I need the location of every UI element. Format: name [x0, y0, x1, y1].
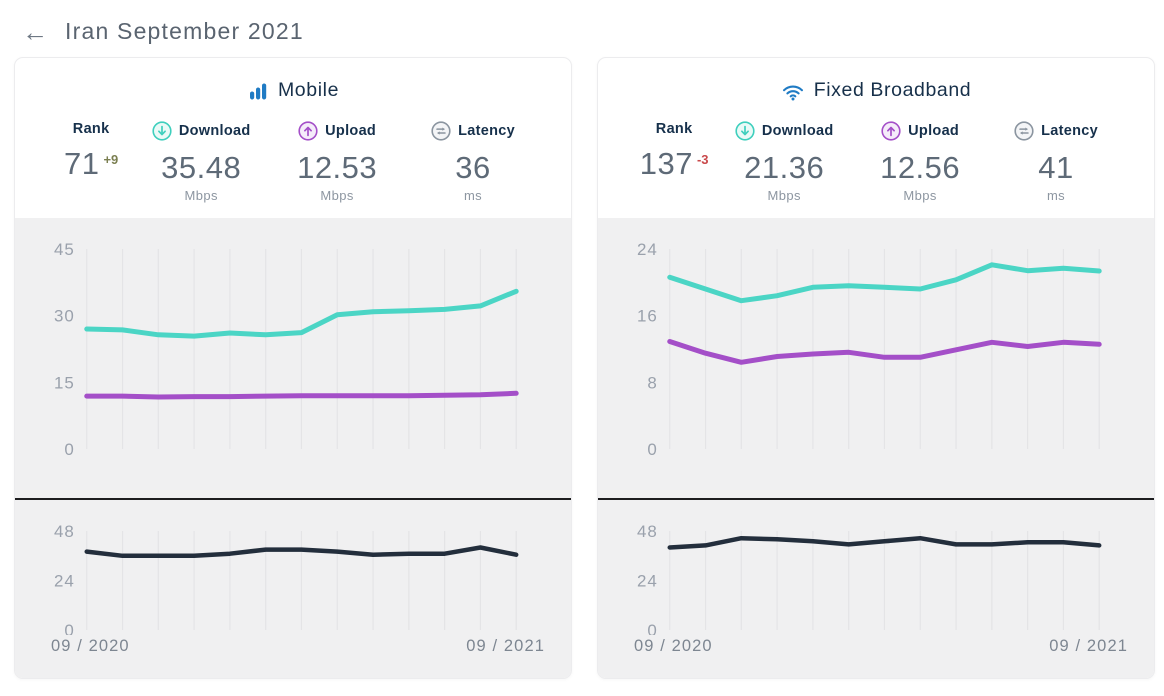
- svg-text:8: 8: [647, 373, 657, 392]
- svg-text:48: 48: [54, 522, 75, 541]
- svg-text:15: 15: [54, 373, 75, 392]
- mobile-charts: 0 15 30 45 0 24 48 09 / 2020 09 / 2021: [15, 218, 571, 678]
- x-axis-start-label: 09 / 2020: [634, 637, 713, 655]
- download-circle-icon: [735, 121, 755, 141]
- wifi-icon: [781, 80, 805, 102]
- rank-change-badge: -3: [696, 152, 709, 167]
- page-title: Iran September 2021: [65, 18, 304, 44]
- download-label: Download: [178, 123, 251, 139]
- latency-circle-icon: [1014, 121, 1034, 141]
- page-header: ← Iran September 2021: [0, 0, 1164, 57]
- mobile-card-title: Mobile: [277, 79, 340, 101]
- latency-value: 41: [1038, 150, 1074, 185]
- chart-divider: [598, 498, 1154, 500]
- download-value: 35.48: [161, 150, 242, 185]
- fixed-charts: 0 8 16 24 0 24 48 09 / 2020 09 / 2021: [598, 218, 1154, 678]
- rank-value: 137 -3: [639, 146, 709, 181]
- mobile-bars-icon: [247, 80, 269, 102]
- x-axis-end-label: 09 / 2021: [1049, 637, 1128, 655]
- latency-unit: ms: [1046, 188, 1066, 203]
- svg-text:24: 24: [637, 571, 658, 590]
- upload-label: Upload: [325, 123, 377, 139]
- rank-label: Rank: [655, 121, 693, 137]
- mobile-latency-stat: Latency 36 ms: [405, 121, 541, 203]
- download-label: Download: [761, 123, 834, 139]
- fixed-x-axis: 09 / 2020 09 / 2021: [598, 635, 1154, 678]
- fixed-upload-stat: Upload 12.56 Mbps: [852, 121, 988, 203]
- upload-value: 12.56: [880, 150, 961, 185]
- svg-text:24: 24: [637, 240, 658, 259]
- fixed-stats-row: Rank 137 -3 Download 21.36 Mbps: [598, 117, 1154, 203]
- svg-text:0: 0: [647, 440, 657, 459]
- latency-circle-icon: [431, 121, 451, 141]
- svg-text:0: 0: [64, 440, 74, 459]
- mobile-latency-chart[interactable]: 0 24 48: [15, 500, 571, 635]
- download-value: 21.36: [744, 150, 825, 185]
- mobile-download-stat: Download 35.48 Mbps: [133, 121, 269, 203]
- fixed-latency-stat: Latency 41 ms: [988, 121, 1124, 203]
- rank-label: Rank: [72, 121, 110, 137]
- download-circle-icon: [152, 121, 172, 141]
- rank-value: 71 +9: [63, 146, 119, 181]
- svg-text:0: 0: [64, 621, 74, 635]
- fixed-rank-stat: Rank 137 -3: [632, 121, 716, 203]
- chart-divider: [15, 498, 571, 500]
- svg-text:45: 45: [54, 240, 75, 259]
- mobile-card-header: Mobile: [15, 58, 571, 117]
- upload-label: Upload: [908, 123, 960, 139]
- svg-text:0: 0: [647, 621, 657, 635]
- back-arrow-icon[interactable]: ←: [22, 16, 48, 47]
- rank-change-badge: +9: [103, 152, 119, 167]
- mobile-x-axis: 09 / 2020 09 / 2021: [15, 635, 571, 678]
- fixed-card-header: Fixed Broadband: [598, 58, 1154, 117]
- mobile-rank-stat: Rank 71 +9: [49, 121, 133, 203]
- upload-value: 12.53: [297, 150, 378, 185]
- latency-value: 36: [455, 150, 491, 185]
- fixed-download-stat: Download 21.36 Mbps: [716, 121, 852, 203]
- cards-container: Mobile Rank 71 +9 Download: [0, 57, 1164, 679]
- fixed-broadband-card: Fixed Broadband Rank 137 -3 Download: [597, 57, 1155, 679]
- download-unit: Mbps: [767, 188, 801, 203]
- upload-circle-icon: [298, 121, 318, 141]
- fixed-card-title: Fixed Broadband: [813, 79, 972, 101]
- svg-text:16: 16: [637, 307, 658, 326]
- latency-label: Latency: [1041, 123, 1098, 139]
- mobile-card: Mobile Rank 71 +9 Download: [14, 57, 572, 679]
- fixed-speed-chart[interactable]: 0 8 16 24: [598, 218, 1154, 498]
- download-unit: Mbps: [184, 188, 218, 203]
- svg-text:30: 30: [54, 307, 75, 326]
- upload-unit: Mbps: [903, 188, 937, 203]
- latency-unit: ms: [463, 188, 483, 203]
- x-axis-end-label: 09 / 2021: [466, 637, 545, 655]
- x-axis-start-label: 09 / 2020: [51, 637, 130, 655]
- fixed-latency-chart[interactable]: 0 24 48: [598, 500, 1154, 635]
- svg-text:48: 48: [637, 522, 658, 541]
- mobile-upload-stat: Upload 12.53 Mbps: [269, 121, 405, 203]
- upload-circle-icon: [881, 121, 901, 141]
- latency-label: Latency: [458, 123, 515, 139]
- mobile-stats-row: Rank 71 +9 Download 35.48 Mbps: [15, 117, 571, 203]
- svg-text:24: 24: [54, 571, 75, 590]
- mobile-speed-chart[interactable]: 0 15 30 45: [15, 218, 571, 498]
- upload-unit: Mbps: [320, 188, 354, 203]
